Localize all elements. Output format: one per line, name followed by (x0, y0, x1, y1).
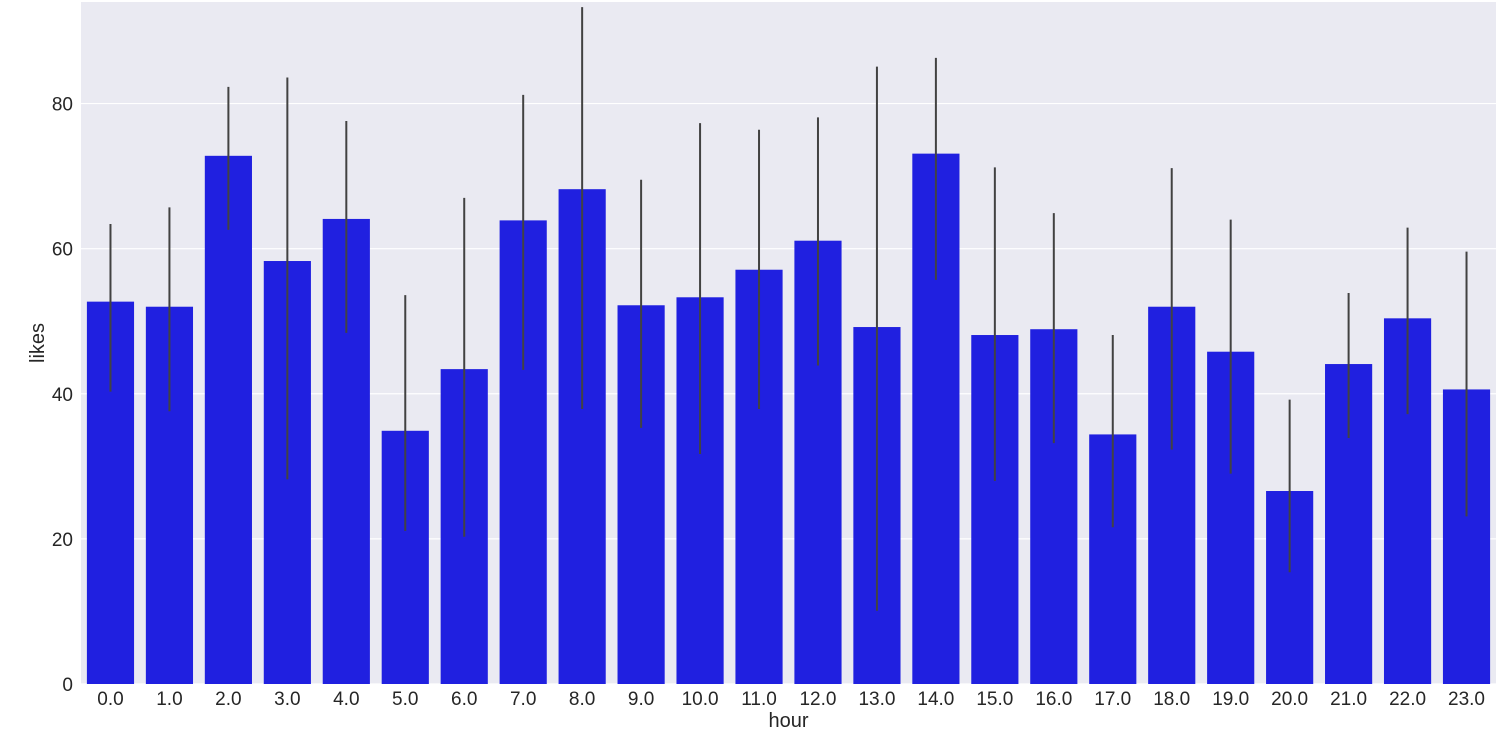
x-tick-label: 18.0 (1153, 689, 1190, 710)
x-tick-label: 4.0 (333, 689, 359, 710)
x-tick-label: 22.0 (1389, 689, 1426, 710)
plot-background (81, 2, 1496, 684)
x-tick-label: 5.0 (392, 689, 418, 710)
x-tick-label: 20.0 (1271, 689, 1308, 710)
x-tick-label: 9.0 (628, 689, 654, 710)
y-tick-label: 20 (52, 530, 73, 551)
x-tick-label: 17.0 (1094, 689, 1131, 710)
y-tick-label: 60 (52, 240, 73, 261)
x-tick-label: 8.0 (569, 689, 595, 710)
bar (204, 155, 252, 685)
y-tick-label: 0 (62, 675, 73, 696)
x-tick-label: 23.0 (1448, 689, 1485, 710)
x-tick-label: 1.0 (156, 689, 182, 710)
x-tick-labels: 0.0 1.0 2.0 3.0 4.0 5.0 6.0 7.0 8.0 9.0 10.0 11.0 12… (97, 689, 1485, 710)
y-tick-labels: 0 20 40 60 80 (52, 95, 73, 696)
x-axis-label: hour (768, 710, 808, 732)
x-tick-label: 2.0 (215, 689, 241, 710)
y-axis-label: likes (27, 323, 49, 363)
error-bars (109, 7, 1468, 611)
x-tick-label: 16.0 (1035, 689, 1072, 710)
x-tick-label: 0.0 (97, 689, 123, 710)
grid-lines (81, 102, 1496, 685)
x-tick-label: 7.0 (510, 689, 536, 710)
x-tick-label: 15.0 (976, 689, 1013, 710)
y-tick-label: 40 (52, 385, 73, 406)
x-tick-label: 14.0 (917, 689, 954, 710)
y-tick-label: 80 (52, 95, 73, 116)
x-tick-label: 21.0 (1330, 689, 1367, 710)
x-tick-label: 19.0 (1212, 689, 1249, 710)
x-tick-label: 12.0 (799, 689, 836, 710)
x-tick-label: 6.0 (451, 689, 477, 710)
x-tick-label: 10.0 (682, 689, 719, 710)
x-tick-label: 13.0 (858, 689, 895, 710)
x-tick-label: 11.0 (741, 689, 777, 710)
x-tick-label: 3.0 (274, 689, 300, 710)
